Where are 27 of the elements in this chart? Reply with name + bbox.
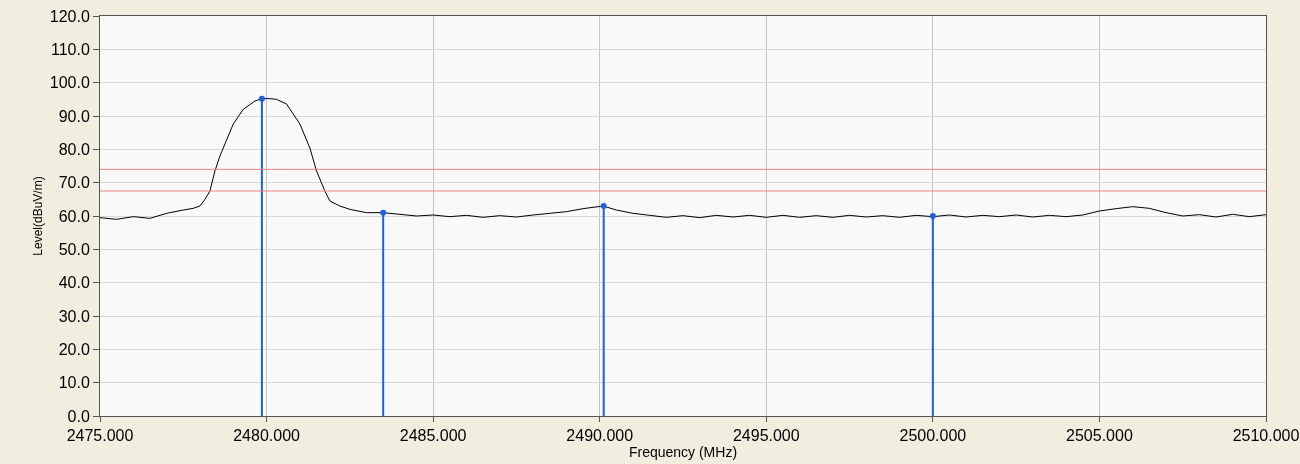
y-tick-label: 0.0 (67, 407, 90, 425)
y-tick-label: 10.0 (58, 374, 90, 392)
point (929, 213, 936, 219)
y-tick-label: 60.0 (58, 207, 90, 225)
x-tick-label: 2485.000 (399, 427, 467, 445)
x-tick-label: 2475.000 (66, 427, 134, 445)
y-axis-title: Level(dBuV/m) (31, 176, 46, 256)
point (380, 209, 387, 216)
y-tick-label: 120.0 (49, 7, 90, 25)
point (258, 95, 265, 102)
y-tick-label: 100.0 (49, 74, 90, 92)
y-tick-label: 80.0 (58, 140, 90, 158)
y-tick-label: 110.0 (50, 40, 90, 58)
x-axis-title: Frequency (MHz) (628, 444, 738, 461)
point (600, 203, 607, 209)
y-tick-label: 20.0 (58, 340, 90, 358)
x-tick-label: 2500.000 (899, 427, 967, 445)
y-tick-label: 70.0 (58, 174, 90, 192)
y-tick-label: 50.0 (58, 240, 90, 258)
x-tick-label: 2505.000 (1066, 427, 1133, 445)
y-tick-label: 90.0 (58, 107, 90, 125)
x-tick-label: 2490.000 (566, 427, 634, 445)
y-tick-label: 30.0 (58, 307, 90, 325)
x-tick-label: 2480.000 (233, 427, 301, 445)
x-tick-label: 2510.000 (1232, 427, 1300, 445)
x-tick-label: 2495.000 (732, 427, 800, 445)
y-tick-label: 40.0 (58, 274, 90, 292)
